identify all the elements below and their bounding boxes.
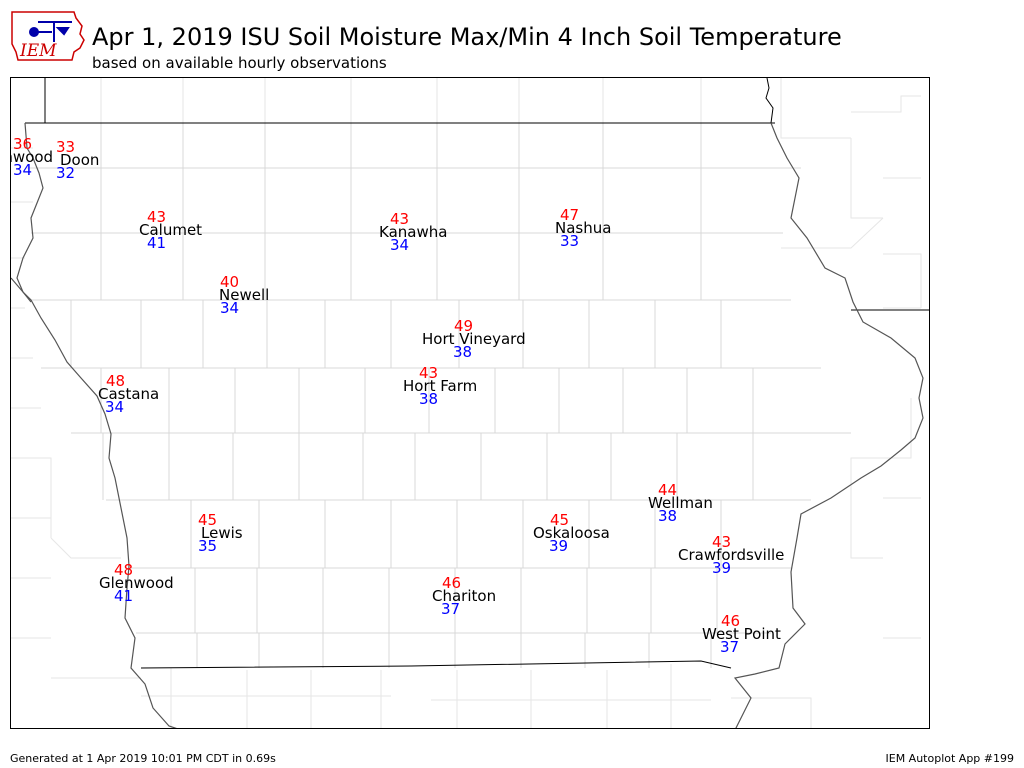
county-lines	[27, 123, 851, 668]
station-name: Calumet	[139, 221, 203, 239]
station-max-temp: 46	[721, 612, 741, 630]
station-name: Crawfordsville	[678, 546, 785, 564]
station-max-temp: 43	[419, 364, 439, 382]
station-max-temp: 48	[106, 372, 126, 390]
station-min-temp: 38	[658, 507, 678, 525]
station-name: West Point	[702, 625, 781, 643]
state-borders	[25, 78, 929, 669]
station-max-temp: 43	[712, 533, 732, 551]
station-min-temp: 33	[560, 232, 580, 250]
station-min-temp: 37	[720, 638, 740, 656]
station-name: Lewis	[201, 524, 243, 542]
station-max-temp: 47	[560, 206, 580, 224]
station-min-temp: 38	[419, 390, 439, 408]
river-borders	[11, 122, 924, 728]
iowa-outline-icon	[11, 11, 85, 61]
station-min-temp: 38	[453, 343, 473, 361]
station-min-temp: 34	[390, 236, 410, 254]
station-min-temp: 34	[13, 161, 33, 179]
station-min-temp: 34	[220, 299, 240, 317]
station-max-temp: 45	[198, 511, 218, 529]
iowa-county-map	[11, 78, 929, 728]
station-name: Chariton	[432, 587, 497, 605]
station-name: Newell	[219, 286, 270, 304]
station-min-temp: 41	[114, 587, 134, 605]
station-max-temp: 43	[147, 208, 167, 226]
station-name: Glenwood	[99, 574, 174, 592]
station-max-temp: 44	[658, 481, 678, 499]
neighbor-county-lines	[11, 78, 922, 728]
station-min-temp: 35	[198, 537, 218, 555]
generated-timestamp: Generated at 1 Apr 2019 10:01 PM CDT in …	[10, 752, 276, 765]
station-max-temp: 33	[56, 138, 76, 156]
station-min-temp: 34	[105, 398, 125, 416]
station-max-temp: 49	[454, 317, 474, 335]
map-title: Apr 1, 2019 ISU Soil Moisture Max/Min 4 …	[92, 23, 842, 51]
station-min-temp: 39	[712, 559, 732, 577]
station-name: Hort Vineyard	[422, 330, 526, 348]
station-name: Inwood	[11, 148, 54, 166]
station-min-temp: 39	[549, 537, 569, 555]
station-name: Wellman	[648, 494, 713, 512]
station-min-temp: 32	[56, 164, 76, 182]
station-min-temp: 41	[147, 234, 167, 252]
weather-station-icon	[29, 21, 72, 42]
station-max-temp: 43	[390, 210, 410, 228]
station-min-temp: 37	[441, 600, 461, 618]
station-name: Nashua	[555, 219, 612, 237]
map-subtitle: based on available hourly observations	[92, 54, 387, 72]
station-name: Kanawha	[379, 223, 448, 241]
station-name: Oskaloosa	[533, 524, 610, 542]
iem-logo-text: IEM	[19, 41, 57, 61]
station-max-temp: 36	[13, 135, 33, 153]
station-name: Castana	[98, 385, 160, 403]
station-max-temp: 48	[114, 561, 134, 579]
station-name: Doon	[60, 151, 100, 169]
iem-logo: IEM	[11, 11, 85, 61]
station-max-temp: 40	[220, 273, 240, 291]
station-name: Hort Farm	[403, 377, 478, 395]
map-panel: 36 Inwood 34 33 Doon 32 43 Calumet 41 43…	[10, 77, 930, 729]
station-max-temp: 45	[550, 511, 570, 529]
station-max-temp: 46	[442, 574, 462, 592]
autoplot-app-label: IEM Autoplot App #199	[885, 752, 1015, 765]
